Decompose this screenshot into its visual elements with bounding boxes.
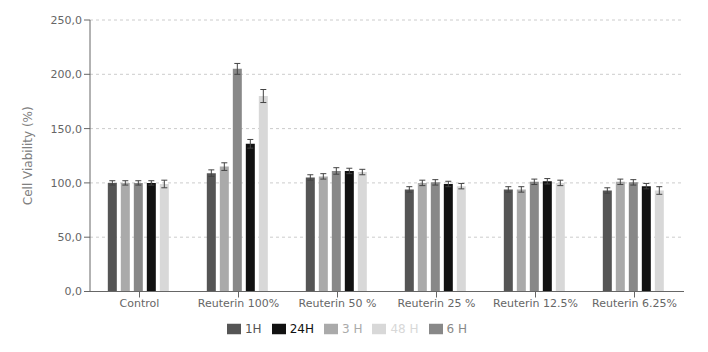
svg-text:250,0: 250,0 bbox=[51, 14, 83, 27]
html-text:48 H: 48 H bbox=[390, 321, 419, 336]
svg-text:Reuterin 6.25%: Reuterin 6.25% bbox=[592, 297, 677, 310]
html-text:1H: 1H bbox=[245, 321, 262, 336]
svg-text:150,0: 150,0 bbox=[51, 123, 83, 136]
svg-text:100,0: 100,0 bbox=[51, 177, 83, 190]
html-text:6 H: 6 H bbox=[446, 321, 467, 336]
svg-text:Reuterin 50 %: Reuterin 50 % bbox=[299, 297, 377, 310]
svg-text:Reuterin 25 %: Reuterin 25 % bbox=[398, 297, 476, 310]
svg-text:200,0: 200,0 bbox=[51, 68, 83, 81]
svg-text:Cell Viability (%): Cell Viability (%) bbox=[21, 106, 35, 205]
svg-text:Control: Control bbox=[120, 297, 160, 310]
html-text:24H: 24H bbox=[289, 321, 314, 336]
svg-text:Reuterin 100%: Reuterin 100% bbox=[198, 297, 279, 310]
svg-text:Reuterin 12.5%: Reuterin 12.5% bbox=[493, 297, 578, 310]
svg-text:0,0: 0,0 bbox=[65, 285, 83, 298]
html-text:3 H: 3 H bbox=[341, 321, 363, 336]
svg-text:50,0: 50,0 bbox=[58, 231, 83, 244]
